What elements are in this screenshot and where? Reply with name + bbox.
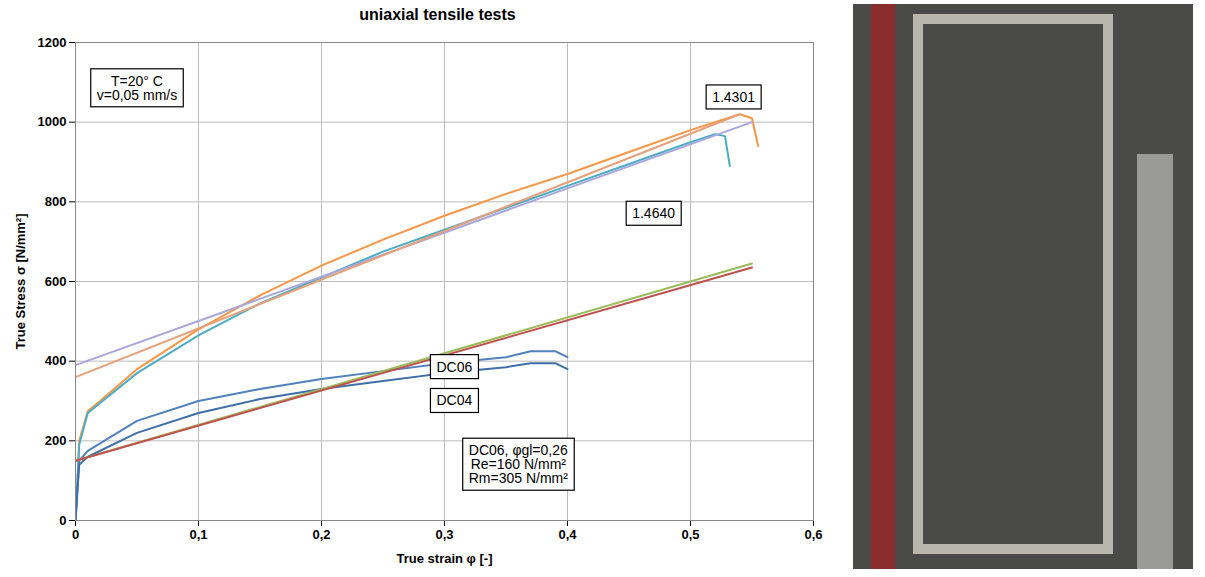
svg-text:0: 0: [72, 527, 79, 542]
svg-text:True strain φ [-]: True strain φ [-]: [397, 551, 493, 566]
html-text:uniaxial tensile tests: uniaxial tensile tests: [359, 6, 516, 23]
svg-text:0,2: 0,2: [312, 527, 330, 542]
svg-text:800: 800: [45, 194, 67, 209]
svg-text:0,1: 0,1: [189, 527, 207, 542]
svg-text:600: 600: [45, 274, 67, 289]
svg-text:0,3: 0,3: [435, 527, 453, 542]
svg-text:1200: 1200: [38, 35, 67, 50]
svg-text:DC06: DC06: [436, 359, 472, 375]
svg-text:1.4301: 1.4301: [712, 89, 755, 105]
svg-text:0,4: 0,4: [558, 527, 577, 542]
svg-text:DC06, φgl=0,26Re=160 N/mm²Rm=3: DC06, φgl=0,26Re=160 N/mm²Rm=305 N/mm²: [469, 442, 569, 486]
svg-text:0,5: 0,5: [681, 527, 699, 542]
svg-text:0: 0: [59, 513, 66, 528]
svg-text:1000: 1000: [38, 114, 67, 129]
svg-text:1.4640: 1.4640: [632, 205, 675, 221]
svg-text:200: 200: [45, 433, 67, 448]
svg-text:400: 400: [45, 353, 67, 368]
svg-text:0,6: 0,6: [804, 527, 822, 542]
svg-text:T=20° Cv=0,05 mm/s: T=20° Cv=0,05 mm/s: [97, 73, 178, 103]
svg-text:True Stress σ [N/mm²]: True Stress σ [N/mm²]: [13, 213, 28, 349]
svg-text:DC04: DC04: [436, 392, 472, 408]
